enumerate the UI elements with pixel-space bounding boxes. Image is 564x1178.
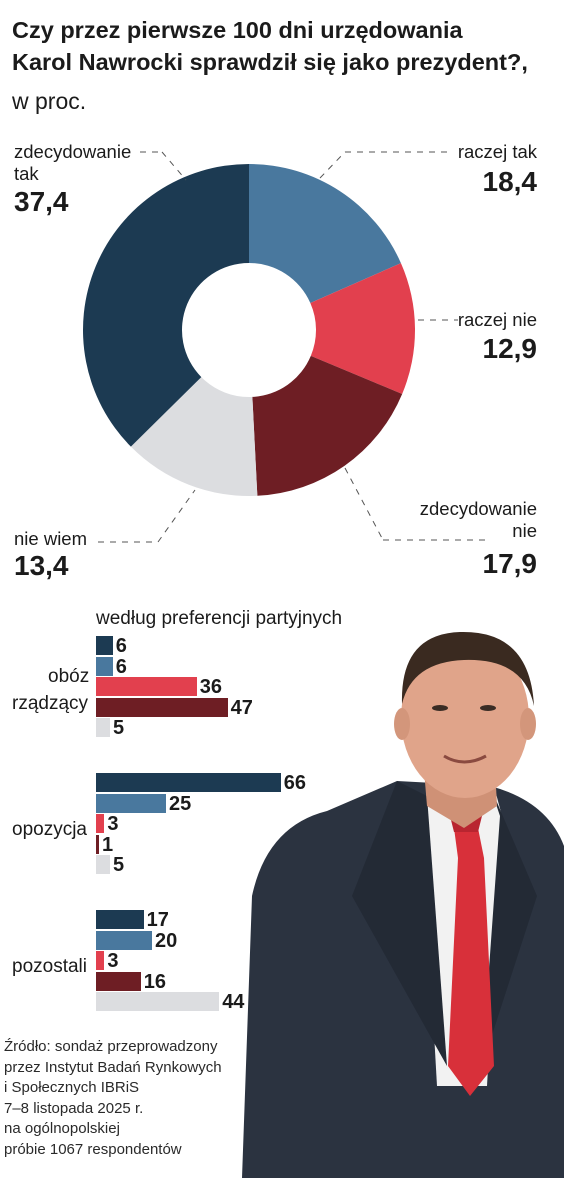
eye-right bbox=[480, 705, 496, 711]
source-line-2: przez Instytut Badań Rynkowych bbox=[4, 1058, 222, 1076]
ear-left bbox=[394, 708, 410, 740]
label-raczej-nie: raczej nie bbox=[457, 309, 537, 330]
chart-title: Czy przez pierwsze 100 dni urzędowania K… bbox=[12, 14, 557, 78]
value-nie-wiem: 13,4 bbox=[14, 550, 69, 581]
source-line-4: 7–8 listopada 2025 r. bbox=[4, 1099, 144, 1117]
leader-zdecydowanie-tak-diag bbox=[161, 151, 187, 181]
bar-3-zdecydowanie-tak bbox=[96, 910, 144, 929]
bar-value-label: 3 bbox=[107, 813, 119, 835]
chart-subtitle: w proc. bbox=[12, 88, 87, 114]
group-label-pozostali: pozostali bbox=[12, 956, 87, 977]
bar-value-label: 20 bbox=[155, 929, 178, 952]
bar-1-zdecydowanie-nie bbox=[96, 697, 228, 717]
bar-value-label: 16 bbox=[143, 970, 167, 993]
bar-value-label: 36 bbox=[199, 676, 223, 698]
president-photo bbox=[242, 631, 564, 1178]
source-line-3: i Społecznych IBRiS bbox=[4, 1079, 140, 1096]
value-raczej-tak: 18,4 bbox=[482, 166, 538, 197]
donut-slice-zdecydowanie-nie bbox=[252, 355, 403, 496]
bar-2-raczej-nie bbox=[96, 814, 105, 833]
value-zdecydowanie-nie: 17,9 bbox=[482, 548, 538, 579]
donut-slice-raczej-nie bbox=[310, 263, 415, 395]
bar-3-raczej-nie bbox=[96, 951, 105, 970]
bar-3-nie-wiem bbox=[96, 992, 220, 1011]
bar-value-label: 25 bbox=[169, 792, 192, 815]
bar-value-label: 66 bbox=[283, 772, 307, 794]
bar-1-nie-wiem bbox=[96, 718, 110, 737]
source-line-5: na ogólnopolskiej bbox=[4, 1120, 120, 1137]
donut-slice-zdecydowanie-tak bbox=[83, 164, 249, 447]
label-zdecydowanie-tak-line1: zdecydowanie bbox=[14, 141, 132, 162]
jacket-lapel-right bbox=[482, 786, 537, 1066]
eye-left bbox=[432, 705, 448, 711]
label-zdecydowanie-tak: zdecydowanie tak bbox=[14, 141, 131, 185]
bar-3-raczej-tak bbox=[96, 930, 152, 950]
source-line-1: Źródło: sondaż przeprowadzony bbox=[4, 1038, 218, 1055]
hair bbox=[401, 631, 534, 706]
tie bbox=[448, 828, 494, 1096]
bar-value-label: 3 bbox=[107, 950, 119, 972]
donut-slice-raczej-tak bbox=[249, 164, 401, 304]
bar-2-nie-wiem bbox=[96, 855, 110, 874]
title-line-2: Karol Nawrocki sprawdził się jako prezyd… bbox=[12, 49, 528, 75]
label-nie-wiem: nie wiem bbox=[14, 528, 87, 549]
source-line-6: próbie 1067 respondentów bbox=[4, 1140, 182, 1158]
group-label-oboz: obóz bbox=[48, 666, 90, 687]
value-raczej-nie: 12,9 bbox=[482, 333, 538, 364]
bar-2-zdecydowanie-tak bbox=[96, 773, 281, 792]
bar-1-raczej-tak bbox=[96, 656, 113, 676]
bar-value-label: 47 bbox=[230, 696, 253, 719]
title-line-1: Czy przez pierwsze 100 dni urzędowania bbox=[12, 17, 463, 43]
leader-raczej-tak bbox=[319, 151, 346, 179]
source-note: Źródło: sondaż przeprowadzony przez Inst… bbox=[4, 1037, 234, 1160]
label-zdecydowanie-tak-line2: tak bbox=[14, 163, 39, 184]
value-zdecydowanie-tak: 37,4 bbox=[14, 186, 69, 217]
bar-value-label: 5 bbox=[113, 717, 125, 739]
label-zdecydowanie-nie-line2: nie bbox=[512, 520, 537, 541]
ear-right bbox=[520, 708, 536, 740]
label-raczej-tak: raczej tak bbox=[457, 141, 537, 162]
leader-zdecydowanie-nie bbox=[344, 467, 384, 541]
donut-slice-nie-wiem bbox=[130, 377, 258, 496]
label-zdecydowanie-nie: zdecydowanie nie bbox=[420, 498, 537, 542]
leader-nie-wiem-diag bbox=[157, 489, 196, 543]
bar-2-zdecydowanie-nie bbox=[96, 834, 99, 854]
bar-value-label: 5 bbox=[113, 854, 125, 876]
bar-value-label: 1 bbox=[102, 833, 114, 856]
label-zdecydowanie-nie-line1: zdecydowanie bbox=[419, 498, 537, 519]
bar-3-zdecydowanie-nie bbox=[96, 971, 141, 991]
bar-1-raczej-nie bbox=[96, 677, 197, 696]
jacket-lapel-left bbox=[352, 781, 447, 1066]
bar-value-label: 17 bbox=[146, 909, 169, 931]
bar-section-title: według preferencji partyjnych bbox=[96, 608, 343, 629]
bar-1-zdecydowanie-tak bbox=[96, 636, 113, 655]
mouth bbox=[443, 754, 487, 764]
bar-2-raczej-tak bbox=[96, 793, 166, 813]
bar-value-label: 6 bbox=[115, 635, 127, 657]
group-label-opozycja: opozycja bbox=[12, 819, 87, 840]
bar-value-label: 44 bbox=[222, 991, 245, 1013]
bar-value-label: 6 bbox=[115, 655, 127, 678]
group-label-rzadzacy: rządzący bbox=[12, 693, 89, 714]
donut-chart bbox=[83, 151, 490, 543]
head bbox=[401, 638, 529, 798]
